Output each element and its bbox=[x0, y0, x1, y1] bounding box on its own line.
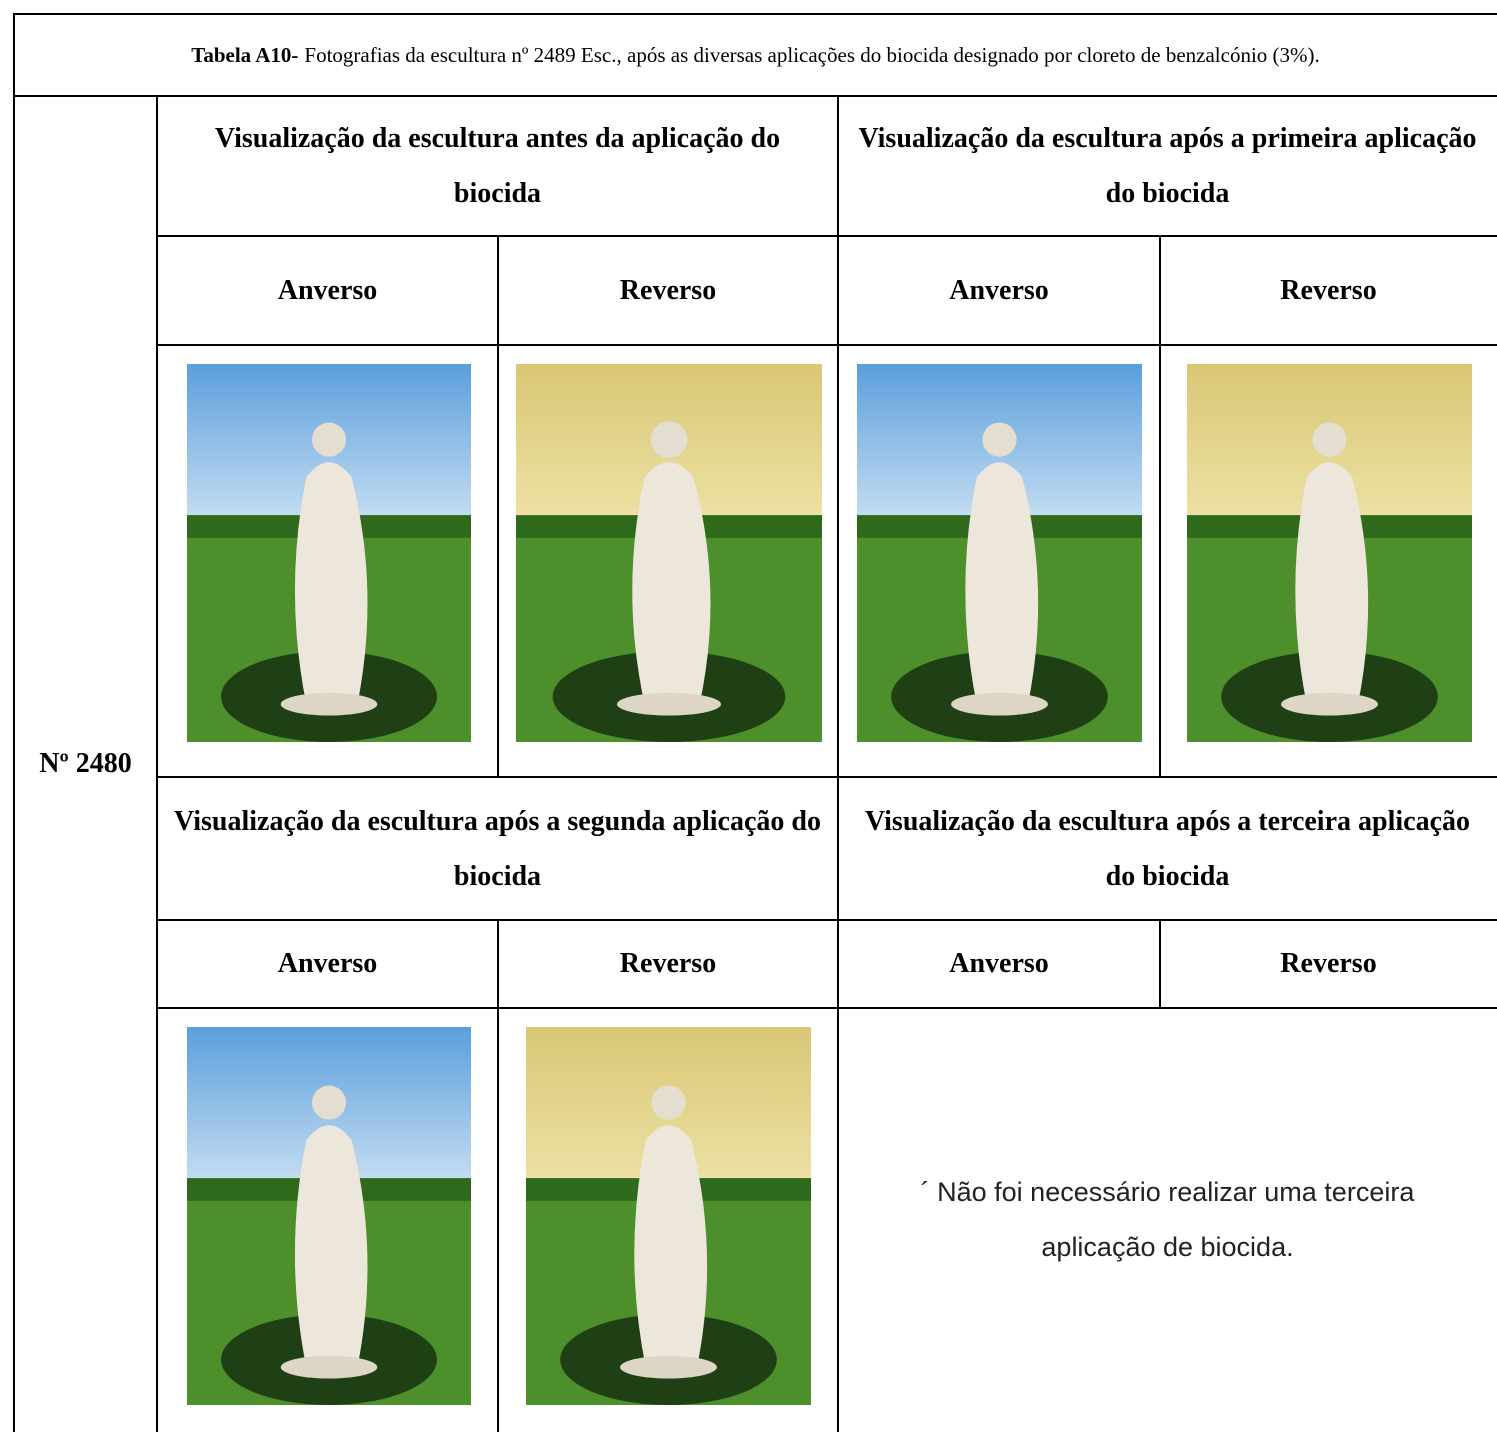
photo bbox=[526, 1027, 811, 1405]
photo bbox=[857, 364, 1142, 742]
column-heading: Anverso bbox=[277, 948, 378, 979]
column-heading: Reverso bbox=[1280, 274, 1377, 306]
column-heading: Reverso bbox=[619, 948, 717, 979]
section-heading: Visualização da escultura após a primeir… bbox=[858, 123, 1477, 209]
photo bbox=[187, 364, 471, 742]
column-heading: Reverso bbox=[1280, 948, 1377, 979]
caption-text: Fotografias da escultura nº 2489 Esc., a… bbox=[304, 42, 1320, 67]
section-heading: Visualização da escultura após a segunda… bbox=[174, 805, 821, 892]
note: ´ Não foi necessário realizar uma tercei… bbox=[920, 1177, 1415, 1262]
caption-label: Tabela A10- bbox=[191, 42, 299, 67]
photo bbox=[187, 1027, 471, 1405]
column-heading: Anverso bbox=[949, 948, 1049, 979]
column-heading: Anverso bbox=[949, 274, 1049, 306]
caption: Tabela A10- Fotografias da escultura nº 2… bbox=[14, 14, 1497, 96]
photo bbox=[516, 364, 822, 742]
column-heading: Reverso bbox=[619, 274, 717, 306]
column-heading: Anverso bbox=[277, 274, 378, 306]
photo bbox=[1187, 364, 1472, 742]
section-heading: Visualização da escultura após a terceir… bbox=[864, 805, 1471, 892]
row-label: Nº 2480 bbox=[39, 748, 132, 779]
section-heading: Visualização da escultura antes da aplic… bbox=[214, 123, 781, 209]
